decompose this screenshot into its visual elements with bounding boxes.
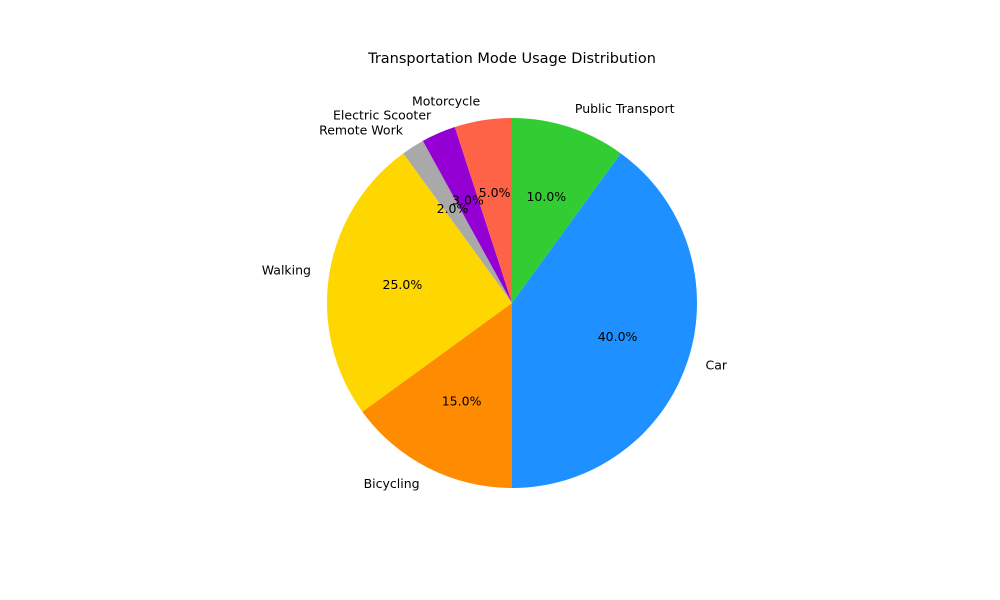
slice-label-bicycling: Bicycling xyxy=(364,476,420,491)
slice-percent-remote-work: 2.0% xyxy=(437,201,469,216)
slice-label-electric-scooter: Electric Scooter xyxy=(333,108,432,123)
slice-remote-work xyxy=(403,140,512,303)
slice-percent-car: 40.0% xyxy=(598,329,638,344)
slice-label-car: Car xyxy=(706,357,728,372)
slice-percent-walking: 25.0% xyxy=(383,277,423,292)
slice-label-public-transport: Public Transport xyxy=(575,101,675,116)
slice-public-transport xyxy=(512,118,621,303)
pie-slices xyxy=(327,118,698,489)
slice-walking xyxy=(327,153,512,412)
slice-electric-scooter xyxy=(422,127,512,304)
slice-motorcycle xyxy=(454,118,512,303)
slice-percent-motorcycle: 5.0% xyxy=(479,185,511,200)
pie-labels: Public Transport 10.0% Car 40.0% Bicycling 15… xyxy=(262,94,728,491)
slice-car xyxy=(512,153,698,489)
slice-label-walking: Walking xyxy=(262,263,311,278)
slice-percent-bicycling: 15.0% xyxy=(442,393,482,408)
slice-label-motorcycle: Motorcycle xyxy=(412,94,480,109)
slice-label-remote-work: Remote Work xyxy=(319,123,404,138)
slice-bicycling xyxy=(362,303,512,489)
slice-percent-electric-scooter: 3.0% xyxy=(452,193,484,208)
slice-percent-public-transport: 10.0% xyxy=(526,189,566,204)
chart-title: Transportation Mode Usage Distribution xyxy=(367,51,656,67)
